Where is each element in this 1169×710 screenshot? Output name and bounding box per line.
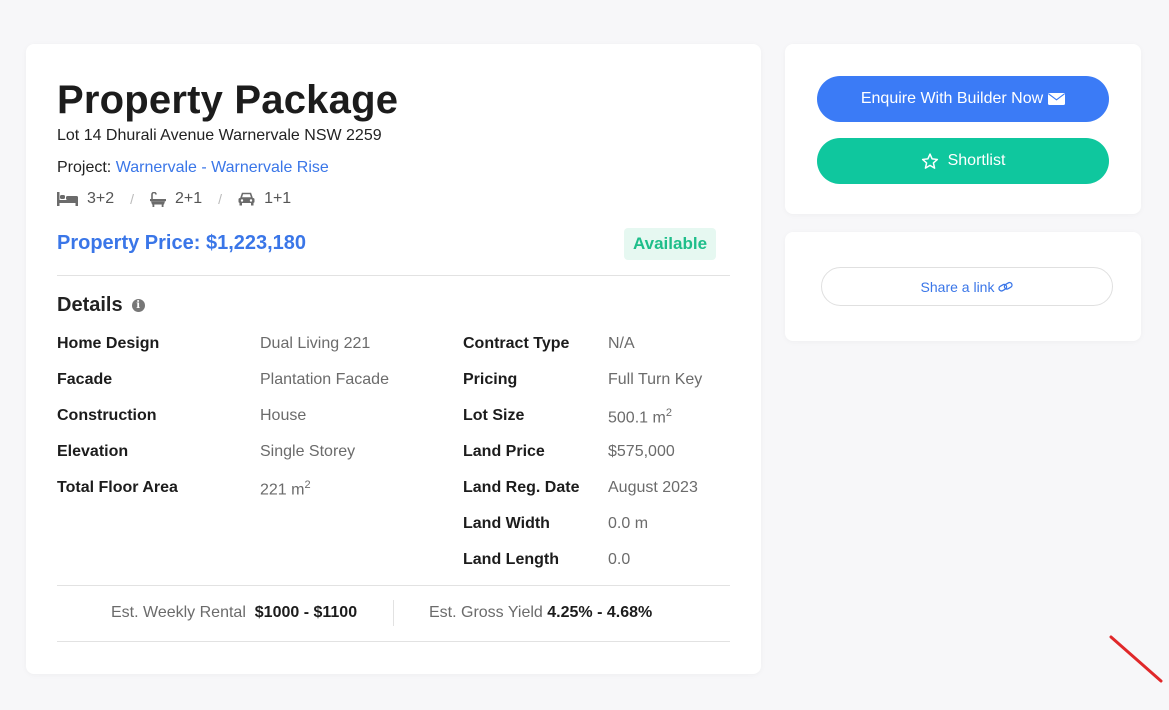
detail-label: Construction [57, 407, 157, 424]
details-heading: Details i [57, 294, 145, 317]
weekly-rental: Est. Weekly Rental $1000 - $1100 [111, 604, 357, 622]
project-line: Project: Warnervale - Warnervale Rise [57, 159, 329, 177]
annotation-stroke [1109, 635, 1163, 683]
gross-yield: Est. Gross Yield 4.25% - 4.68% [429, 604, 652, 622]
feature-separator: / [218, 191, 223, 207]
shortlist-label: Shortlist [947, 152, 1006, 169]
envelope-icon [1048, 93, 1066, 105]
action-card: Enquire With Builder Now Shortlist [785, 44, 1141, 214]
bath-icon [150, 191, 167, 207]
enquire-button[interactable]: Enquire With Builder Now [817, 76, 1109, 122]
share-card: Share a link [785, 232, 1141, 341]
info-icon[interactable]: i [131, 299, 145, 312]
detail-label: Land Price [463, 443, 545, 460]
detail-label: Pricing [463, 371, 518, 388]
property-card: Property Package Lot 14 Dhurali Avenue W… [26, 44, 761, 674]
link-icon [998, 281, 1014, 292]
property-price: Property Price: $1,223,180 [57, 232, 307, 254]
property-address: Lot 14 Dhurali Avenue Warnervale NSW 225… [57, 127, 382, 144]
property-features: 3+2 / 2+1 / 1+1 [57, 190, 291, 208]
cars-count: 1+1 [264, 190, 292, 207]
feature-cars: 1+1 [238, 190, 291, 208]
page-title: Property Package [57, 78, 399, 122]
star-icon [921, 152, 938, 169]
baths-count: 2+1 [175, 190, 203, 207]
detail-label: Land Width [463, 515, 550, 532]
enquire-label: Enquire With Builder Now [860, 90, 1044, 107]
feature-separator: / [130, 191, 135, 207]
divider [57, 275, 730, 276]
beds-count: 3+2 [87, 190, 115, 207]
detail-value: 0.0 m [608, 515, 649, 532]
rental-value: $1000 - $1100 [254, 604, 358, 621]
detail-value: Dual Living 221 [260, 335, 371, 352]
share-label: Share a link [920, 278, 995, 295]
detail-label: Lot Size [463, 407, 525, 424]
feature-baths: 2+1 [150, 190, 202, 208]
shortlist-button[interactable]: Shortlist [817, 138, 1109, 184]
detail-label: Elevation [57, 443, 129, 460]
detail-label: Home Design [57, 335, 160, 352]
detail-label: Land Length [463, 551, 559, 568]
bed-icon [57, 192, 78, 206]
project-link[interactable]: Warnervale - Warnervale Rise [115, 159, 329, 176]
detail-label: Land Reg. Date [463, 479, 580, 496]
detail-label: Facade [57, 371, 113, 388]
detail-label: Total Floor Area [57, 479, 178, 496]
divider [57, 585, 730, 586]
project-prefix: Project: [57, 159, 112, 176]
car-icon [238, 192, 255, 206]
detail-value: House [260, 407, 307, 424]
detail-value: $575,000 [608, 443, 675, 460]
share-link-button[interactable]: Share a link [821, 267, 1113, 306]
detail-value: 0.0 [608, 551, 631, 568]
detail-value: 500.1 m2 [608, 407, 672, 427]
detail-value: Plantation Facade [260, 371, 389, 388]
detail-value: August 2023 [608, 479, 698, 496]
detail-value: Full Turn Key [608, 371, 703, 388]
detail-label: Contract Type [463, 335, 570, 352]
details-title: Details [57, 294, 123, 316]
yield-value: 4.25% - 4.68% [547, 604, 653, 621]
footer-separator [393, 600, 394, 626]
unit-superscript: 2 [665, 407, 672, 419]
detail-value: Single Storey [260, 443, 356, 460]
yield-label: Est. Gross Yield [429, 604, 543, 621]
unit-superscript: 2 [304, 479, 311, 491]
rental-label: Est. Weekly Rental [111, 604, 246, 621]
detail-value: N/A [608, 335, 635, 352]
divider [57, 641, 730, 642]
status-badge: Available [624, 228, 717, 260]
feature-beds: 3+2 [57, 190, 114, 208]
detail-value: 221 m2 [260, 479, 311, 499]
